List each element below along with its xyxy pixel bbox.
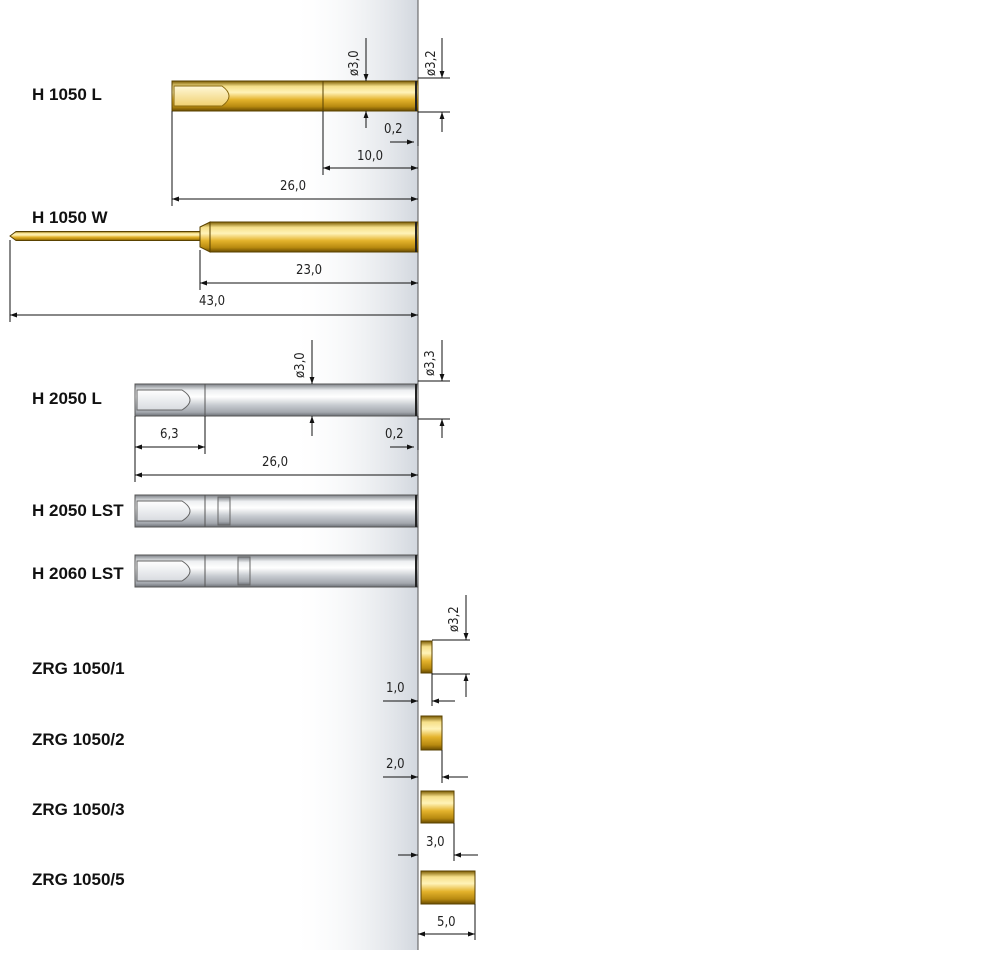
h2050l-len-label: 26,0 [262,455,288,470]
h2050l-drawing [134,383,419,417]
h2050l-slot [136,389,191,411]
h1050l-d-inner-label: ø3,0 [347,50,362,76]
h1050l-drawing [171,80,419,112]
zrg2-len-label: 2,0 [386,757,405,772]
h2050l-step-label: 0,2 [385,427,404,442]
zrg5-len-label: 5,0 [437,915,456,930]
zrg3-drawing [420,790,455,824]
h1050l-slot [173,85,230,107]
label-h2060lst: H 2060 LST [32,564,124,583]
h1050w-dimensions [9,240,418,322]
zrg2-drawing [420,715,443,751]
zrg-d-label: ø3,2 [447,606,462,632]
h2050l-dimensions [134,340,450,482]
zrg5-dimensions [418,904,476,940]
h1050l-dimensions [171,38,450,206]
label-zrg3: ZRG 1050/3 [32,800,125,819]
label-zrg5: ZRG 1050/5 [32,870,125,889]
label-h1050w: H 1050 W [32,208,108,227]
h2050l-slot-label: 6,3 [160,427,179,442]
h1050w-len1-label: 23,0 [296,263,322,278]
zrg3-len-label: 3,0 [426,835,445,850]
h1050l-len2-label: 26,0 [280,179,306,194]
h1050w-body [209,221,419,253]
zrg5-drawing [420,870,476,905]
h1050l-d-outer-label: ø3,2 [424,50,439,76]
zrg3-dimensions [398,823,478,861]
label-h1050l: H 1050 L [32,85,102,104]
h2060lst-drawing [134,554,419,588]
zrg1-drawing [420,640,433,674]
h2050l-d-inner-label: ø3,0 [293,352,308,378]
label-zrg1: ZRG 1050/1 [32,659,125,678]
h1050w-shoulder [199,221,211,253]
h1050l-step-label: 0,2 [384,122,403,137]
label-h2050l: H 2050 L [32,389,102,408]
h2050lst-groove [217,496,231,526]
h1050l-len1-label: 10,0 [357,149,383,164]
h2060lst-groove [237,556,251,586]
h2050lst-drawing [134,494,419,528]
zrg1-len-label: 1,0 [386,681,405,696]
label-zrg2: ZRG 1050/2 [32,730,125,749]
h2050l-d-outer-label: ø3,3 [423,350,438,376]
label-h2050lst: H 2050 LST [32,501,124,520]
h1050w-len2-label: 43,0 [199,294,225,309]
zrg2-dimensions [383,750,468,783]
h1050w-tip [9,231,201,241]
h1050w-drawing [9,221,419,253]
zrg1-dimensions [383,595,470,706]
